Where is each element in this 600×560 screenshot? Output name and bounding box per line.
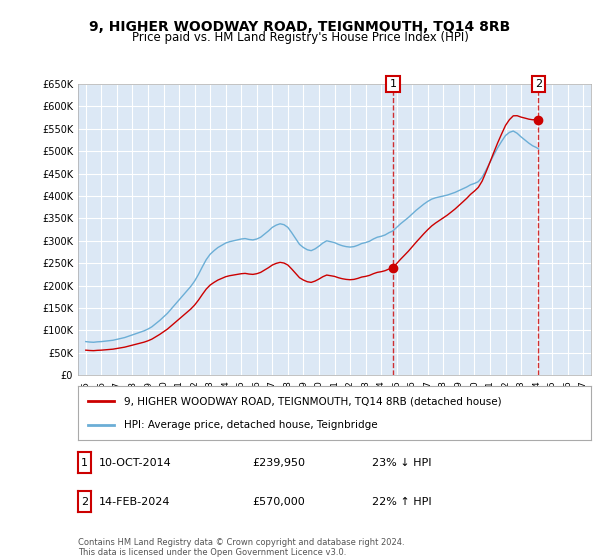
Text: 10-OCT-2014: 10-OCT-2014 — [99, 458, 172, 468]
Text: Contains HM Land Registry data © Crown copyright and database right 2024.
This d: Contains HM Land Registry data © Crown c… — [78, 538, 404, 557]
Text: 23% ↓ HPI: 23% ↓ HPI — [372, 458, 431, 468]
Text: 1: 1 — [390, 79, 397, 89]
Text: £239,950: £239,950 — [252, 458, 305, 468]
Text: 2: 2 — [535, 79, 542, 89]
Text: 1: 1 — [81, 458, 88, 468]
Text: 9, HIGHER WOODWAY ROAD, TEIGNMOUTH, TQ14 8RB (detached house): 9, HIGHER WOODWAY ROAD, TEIGNMOUTH, TQ14… — [124, 396, 502, 407]
Text: 14-FEB-2024: 14-FEB-2024 — [99, 497, 170, 507]
Text: 2: 2 — [81, 497, 88, 507]
Text: 22% ↑ HPI: 22% ↑ HPI — [372, 497, 431, 507]
Text: £570,000: £570,000 — [252, 497, 305, 507]
Text: 9, HIGHER WOODWAY ROAD, TEIGNMOUTH, TQ14 8RB: 9, HIGHER WOODWAY ROAD, TEIGNMOUTH, TQ14… — [89, 20, 511, 34]
Text: HPI: Average price, detached house, Teignbridge: HPI: Average price, detached house, Teig… — [124, 419, 378, 430]
Text: Price paid vs. HM Land Registry's House Price Index (HPI): Price paid vs. HM Land Registry's House … — [131, 31, 469, 44]
